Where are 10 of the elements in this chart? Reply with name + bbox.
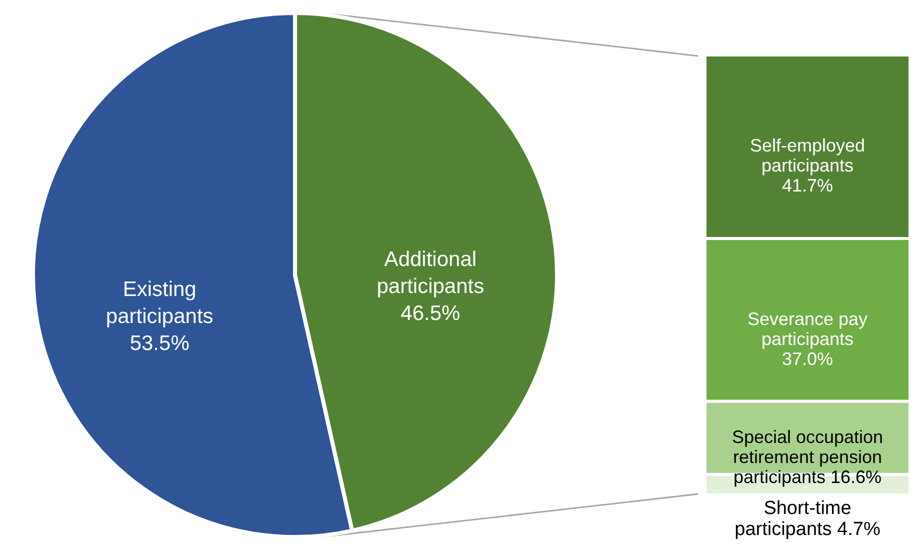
series-label: Self-employed participants bbox=[750, 136, 866, 176]
series-label: Severance pay participants bbox=[747, 308, 868, 349]
slice-label: Existing participants bbox=[106, 278, 214, 328]
text: Short-time participants 4.7% bbox=[734, 498, 880, 540]
slice-label: Additional participants bbox=[376, 248, 484, 298]
data-label: 53.5% bbox=[130, 332, 190, 355]
data-label: 37.0% bbox=[782, 348, 834, 369]
data-label: 41.7% bbox=[782, 176, 834, 196]
text: Special occupation retirement pension participants 16.6% bbox=[732, 426, 884, 487]
data-label: 46.5% bbox=[400, 302, 460, 326]
